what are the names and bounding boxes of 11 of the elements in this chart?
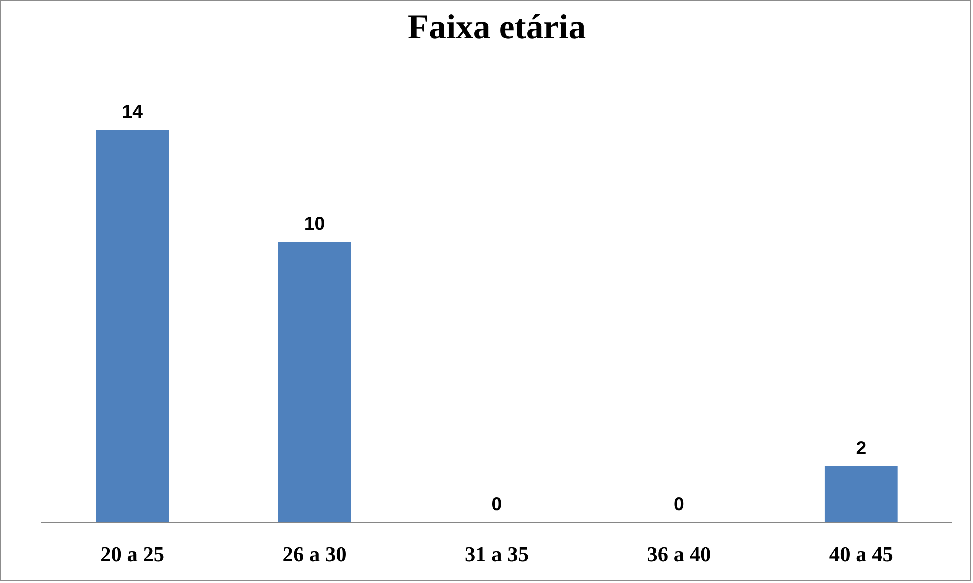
- x-tick-label: 31 a 35: [465, 542, 529, 566]
- x-tick-label: 26 a 30: [282, 542, 347, 566]
- chart-title: Faixa etária: [408, 8, 586, 46]
- x-tick-label: 20 a 25: [100, 542, 165, 566]
- data-label: 2: [856, 437, 867, 458]
- data-label: 0: [674, 494, 684, 514]
- x-tick-label: 40 a 45: [829, 542, 894, 566]
- data-label: 14: [122, 101, 144, 122]
- data-label: 10: [304, 213, 326, 234]
- data-label: 0: [492, 494, 502, 514]
- x-tick-label: 36 a 40: [647, 542, 712, 566]
